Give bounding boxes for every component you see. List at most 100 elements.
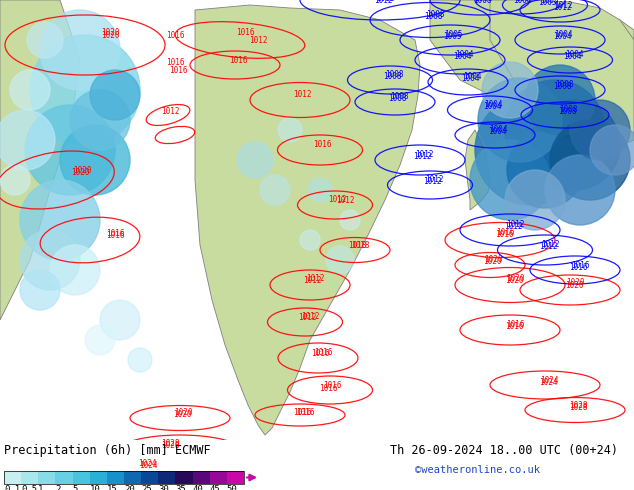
Circle shape	[300, 230, 320, 250]
Text: 1004: 1004	[484, 99, 502, 108]
Polygon shape	[465, 130, 490, 210]
Circle shape	[27, 22, 63, 58]
Text: 1012: 1012	[539, 242, 557, 250]
Circle shape	[507, 132, 583, 208]
Circle shape	[308, 178, 332, 202]
Text: 1004: 1004	[482, 101, 501, 111]
Text: 1020: 1020	[565, 280, 583, 290]
Bar	[4, 471, 244, 484]
Circle shape	[30, 35, 140, 145]
Text: 45: 45	[210, 485, 221, 490]
Text: 1016: 1016	[236, 27, 254, 36]
Text: 1028: 1028	[161, 441, 179, 449]
Circle shape	[0, 165, 30, 195]
Text: 20: 20	[124, 485, 135, 490]
Text: 10: 10	[90, 485, 100, 490]
Text: 1008: 1008	[473, 0, 491, 4]
Text: Precipitation (6h) [mm] ECMWF: Precipitation (6h) [mm] ECMWF	[4, 444, 210, 457]
Text: 15: 15	[107, 485, 118, 490]
Circle shape	[260, 175, 290, 205]
Text: 1016: 1016	[314, 347, 332, 357]
Text: 1016: 1016	[571, 261, 589, 270]
Text: 1012: 1012	[306, 273, 324, 283]
Text: 1004: 1004	[455, 49, 473, 58]
Text: 5: 5	[72, 485, 78, 490]
Circle shape	[278, 118, 302, 142]
Circle shape	[482, 62, 538, 118]
Text: 1020: 1020	[484, 254, 502, 264]
Text: 1024: 1024	[138, 459, 156, 467]
Circle shape	[10, 70, 50, 110]
Text: 1012: 1012	[423, 176, 441, 186]
Text: 1004: 1004	[488, 126, 507, 136]
Circle shape	[470, 140, 550, 220]
Text: 1024: 1024	[540, 375, 559, 385]
Text: 1005: 1005	[444, 29, 462, 39]
Text: Th 26-09-2024 18..00 UTC (00+24): Th 26-09-2024 18..00 UTC (00+24)	[390, 444, 618, 457]
Text: 1020: 1020	[174, 408, 192, 416]
Text: 1018: 1018	[348, 241, 366, 249]
Text: 1016: 1016	[496, 227, 514, 237]
Text: 1012: 1012	[249, 35, 268, 45]
Text: 1012: 1012	[376, 0, 394, 2]
Text: 1024: 1024	[139, 461, 157, 469]
Text: 1012: 1012	[336, 196, 354, 204]
Text: 1012: 1012	[425, 174, 443, 183]
Bar	[90, 471, 107, 484]
Text: 1016: 1016	[293, 408, 311, 416]
Text: 1016: 1016	[165, 30, 184, 40]
Bar	[21, 471, 38, 484]
Text: 1016: 1016	[106, 228, 124, 238]
Text: 1008: 1008	[426, 9, 444, 19]
Circle shape	[326, 246, 354, 274]
Bar	[55, 471, 72, 484]
Bar	[141, 471, 158, 484]
Text: 1008: 1008	[385, 70, 403, 78]
Text: 1018: 1018	[351, 241, 369, 249]
Polygon shape	[490, 0, 634, 150]
Text: 1004: 1004	[453, 51, 471, 60]
Text: 1016: 1016	[313, 140, 331, 148]
Bar	[124, 471, 141, 484]
Text: 1016: 1016	[569, 263, 587, 271]
Text: 40: 40	[193, 485, 204, 490]
Text: 1016: 1016	[295, 408, 314, 416]
Bar	[193, 471, 210, 484]
Circle shape	[590, 125, 634, 175]
Text: 1016: 1016	[495, 229, 514, 239]
Text: 1008: 1008	[424, 11, 443, 21]
Text: 1008: 1008	[390, 92, 408, 100]
Text: 1016: 1016	[106, 230, 124, 240]
Text: 1020: 1020	[172, 410, 191, 418]
Bar	[107, 471, 124, 484]
Text: 1012: 1012	[541, 240, 559, 248]
Bar	[227, 471, 244, 484]
Text: 50: 50	[227, 485, 238, 490]
Circle shape	[85, 325, 115, 355]
Bar	[158, 471, 176, 484]
Text: 1020: 1020	[71, 168, 89, 176]
Circle shape	[525, 65, 595, 135]
Circle shape	[60, 125, 130, 195]
Text: 1004: 1004	[553, 31, 571, 41]
Text: 1020: 1020	[505, 275, 523, 285]
Text: 1008: 1008	[383, 72, 401, 80]
Bar	[38, 471, 55, 484]
Text: 1020: 1020	[101, 27, 119, 36]
Bar	[4, 471, 21, 484]
Text: 1016: 1016	[323, 381, 341, 390]
Text: 1016: 1016	[169, 66, 187, 74]
Text: 1020: 1020	[482, 256, 501, 266]
Polygon shape	[195, 5, 420, 435]
Text: 1016: 1016	[506, 319, 524, 328]
Text: 1012: 1012	[328, 195, 346, 203]
Text: 1012: 1012	[506, 220, 524, 228]
Text: 1016: 1016	[311, 348, 329, 358]
Text: 1004: 1004	[563, 51, 581, 60]
Text: 1008: 1008	[553, 81, 571, 91]
Circle shape	[20, 230, 80, 290]
Text: 1003: 1003	[538, 0, 556, 6]
Text: 1012: 1012	[374, 0, 392, 4]
Text: 1020: 1020	[506, 273, 524, 283]
Text: 1012: 1012	[303, 275, 321, 285]
